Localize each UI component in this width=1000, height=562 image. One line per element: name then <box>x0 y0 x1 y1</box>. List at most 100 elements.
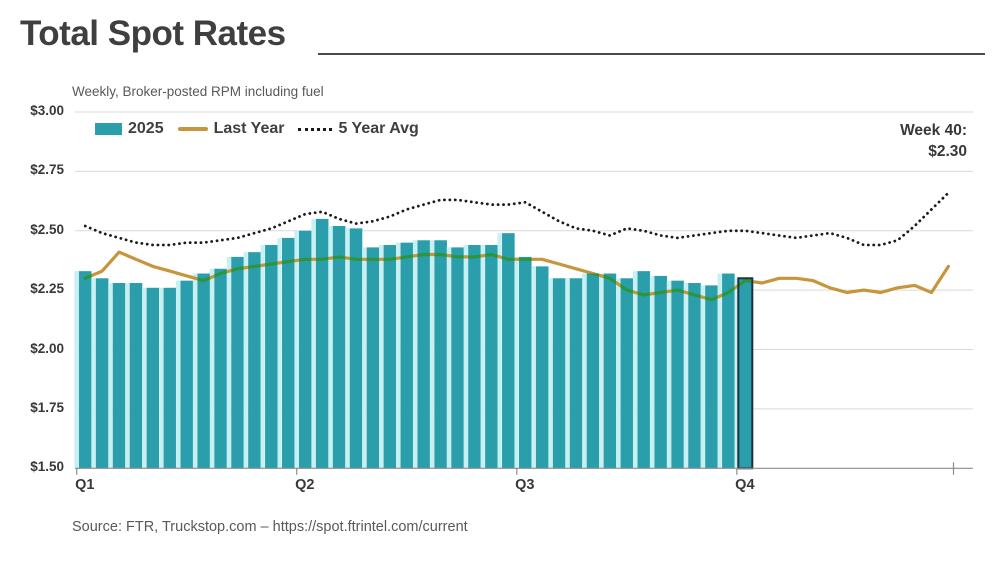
five-year-avg-line <box>83 191 950 247</box>
bar-halo <box>683 283 688 469</box>
bar-halo <box>700 285 705 469</box>
legend-item-last-year: Last Year <box>177 120 285 138</box>
bar-halo <box>514 256 519 469</box>
last-year-line <box>83 250 951 302</box>
bar-week-40-highlighted <box>737 277 754 470</box>
bar-swatch-icon <box>95 123 122 135</box>
bar-halo <box>311 218 316 469</box>
bar <box>315 218 329 469</box>
bar-halo <box>74 271 79 469</box>
bar <box>163 287 177 469</box>
callout-value: $2.30 <box>928 143 967 160</box>
legend-label: 5 Year Avg <box>338 120 419 137</box>
bar-halo <box>142 287 147 469</box>
legend-item-5-year-avg: 5 Year Avg <box>298 120 419 138</box>
y-axis-label: $1.75 <box>30 399 64 415</box>
bar-halo <box>632 271 638 469</box>
legend-label: 2025 <box>128 120 164 137</box>
bar-halo <box>599 273 604 469</box>
bar <box>552 278 566 469</box>
bar-halo <box>412 240 418 469</box>
bar-halo <box>649 275 655 469</box>
bar <box>569 278 583 469</box>
bar-halo <box>616 278 621 469</box>
bar <box>400 242 414 469</box>
chart-subtitle: Weekly, Broker-posted RPM including fuel <box>72 84 324 99</box>
bar-halo <box>463 245 468 469</box>
source-note: Source: FTR, Truckstop.com – https://spo… <box>72 519 468 535</box>
bar-halo <box>395 242 401 469</box>
y-axis-label: $3.00 <box>30 103 64 118</box>
bar <box>705 285 718 469</box>
bar <box>298 230 312 469</box>
bar-halo <box>497 233 502 469</box>
bar <box>78 271 92 469</box>
bar <box>620 278 634 469</box>
bar <box>248 252 261 469</box>
title-rule <box>318 53 985 55</box>
legend-item-2025: 2025 <box>95 120 164 138</box>
y-axis-label: $2.75 <box>30 162 64 178</box>
bar-halo <box>260 245 265 469</box>
bar <box>468 245 481 469</box>
dotted-swatch-icon <box>298 127 333 131</box>
latest-value-callout: Week 40: $2.30 <box>900 120 967 162</box>
bar-halo <box>717 273 722 469</box>
bar <box>366 247 380 469</box>
bar-halo <box>429 240 435 469</box>
bar-halo <box>480 245 485 469</box>
bar <box>265 245 278 469</box>
callout-week: Week 40: <box>900 122 967 139</box>
bar <box>383 245 397 469</box>
bar-halo <box>125 283 130 469</box>
bar-halo <box>666 280 672 469</box>
x-axis-label-q2: Q2 <box>295 477 315 493</box>
bar <box>95 278 109 469</box>
bar-halo <box>192 273 198 469</box>
bar <box>197 273 210 469</box>
bar <box>586 273 600 469</box>
bar-halo <box>379 245 384 469</box>
bar-halo <box>362 247 367 469</box>
bar <box>349 228 363 469</box>
y-axis-label: $1.50 <box>30 459 64 475</box>
bar <box>671 280 684 469</box>
bar <box>722 273 735 469</box>
line-swatch-icon <box>177 127 208 131</box>
bar <box>112 283 126 469</box>
bar-halo <box>108 283 113 469</box>
bar-halo <box>565 278 570 469</box>
bar <box>637 271 651 469</box>
chart-legend: 2025 Last Year 5 Year Avg <box>95 118 419 140</box>
bar-halo <box>734 278 739 469</box>
y-axis-label: $2.25 <box>30 281 64 297</box>
bar-halo <box>294 230 299 469</box>
x-axis-label-q4: Q4 <box>735 477 755 493</box>
bar-halo <box>243 252 248 469</box>
bar <box>654 275 667 469</box>
bar-halo <box>226 256 231 469</box>
bar-halo <box>159 287 164 469</box>
bar-halo <box>209 268 215 469</box>
bar <box>129 283 143 469</box>
bar <box>332 226 346 469</box>
bar <box>518 256 532 469</box>
legend-label: Last Year <box>213 120 285 137</box>
y-axis-label: $2.00 <box>30 340 64 356</box>
bar <box>485 245 498 469</box>
bar-halo <box>175 280 181 469</box>
bar <box>417 240 431 469</box>
bar-halo <box>548 278 553 469</box>
x-axis-label-q3: Q3 <box>515 477 535 493</box>
bar <box>434 240 447 469</box>
bar <box>502 233 515 469</box>
page-title: Total Spot Rates <box>20 14 286 53</box>
bar-halo <box>582 273 587 469</box>
bar <box>180 280 194 469</box>
bar-halo <box>446 247 451 469</box>
x-axis-label-q1: Q1 <box>75 477 95 493</box>
bar-halo <box>91 278 96 469</box>
bar-halo <box>531 266 536 469</box>
bar-halo <box>345 228 350 469</box>
